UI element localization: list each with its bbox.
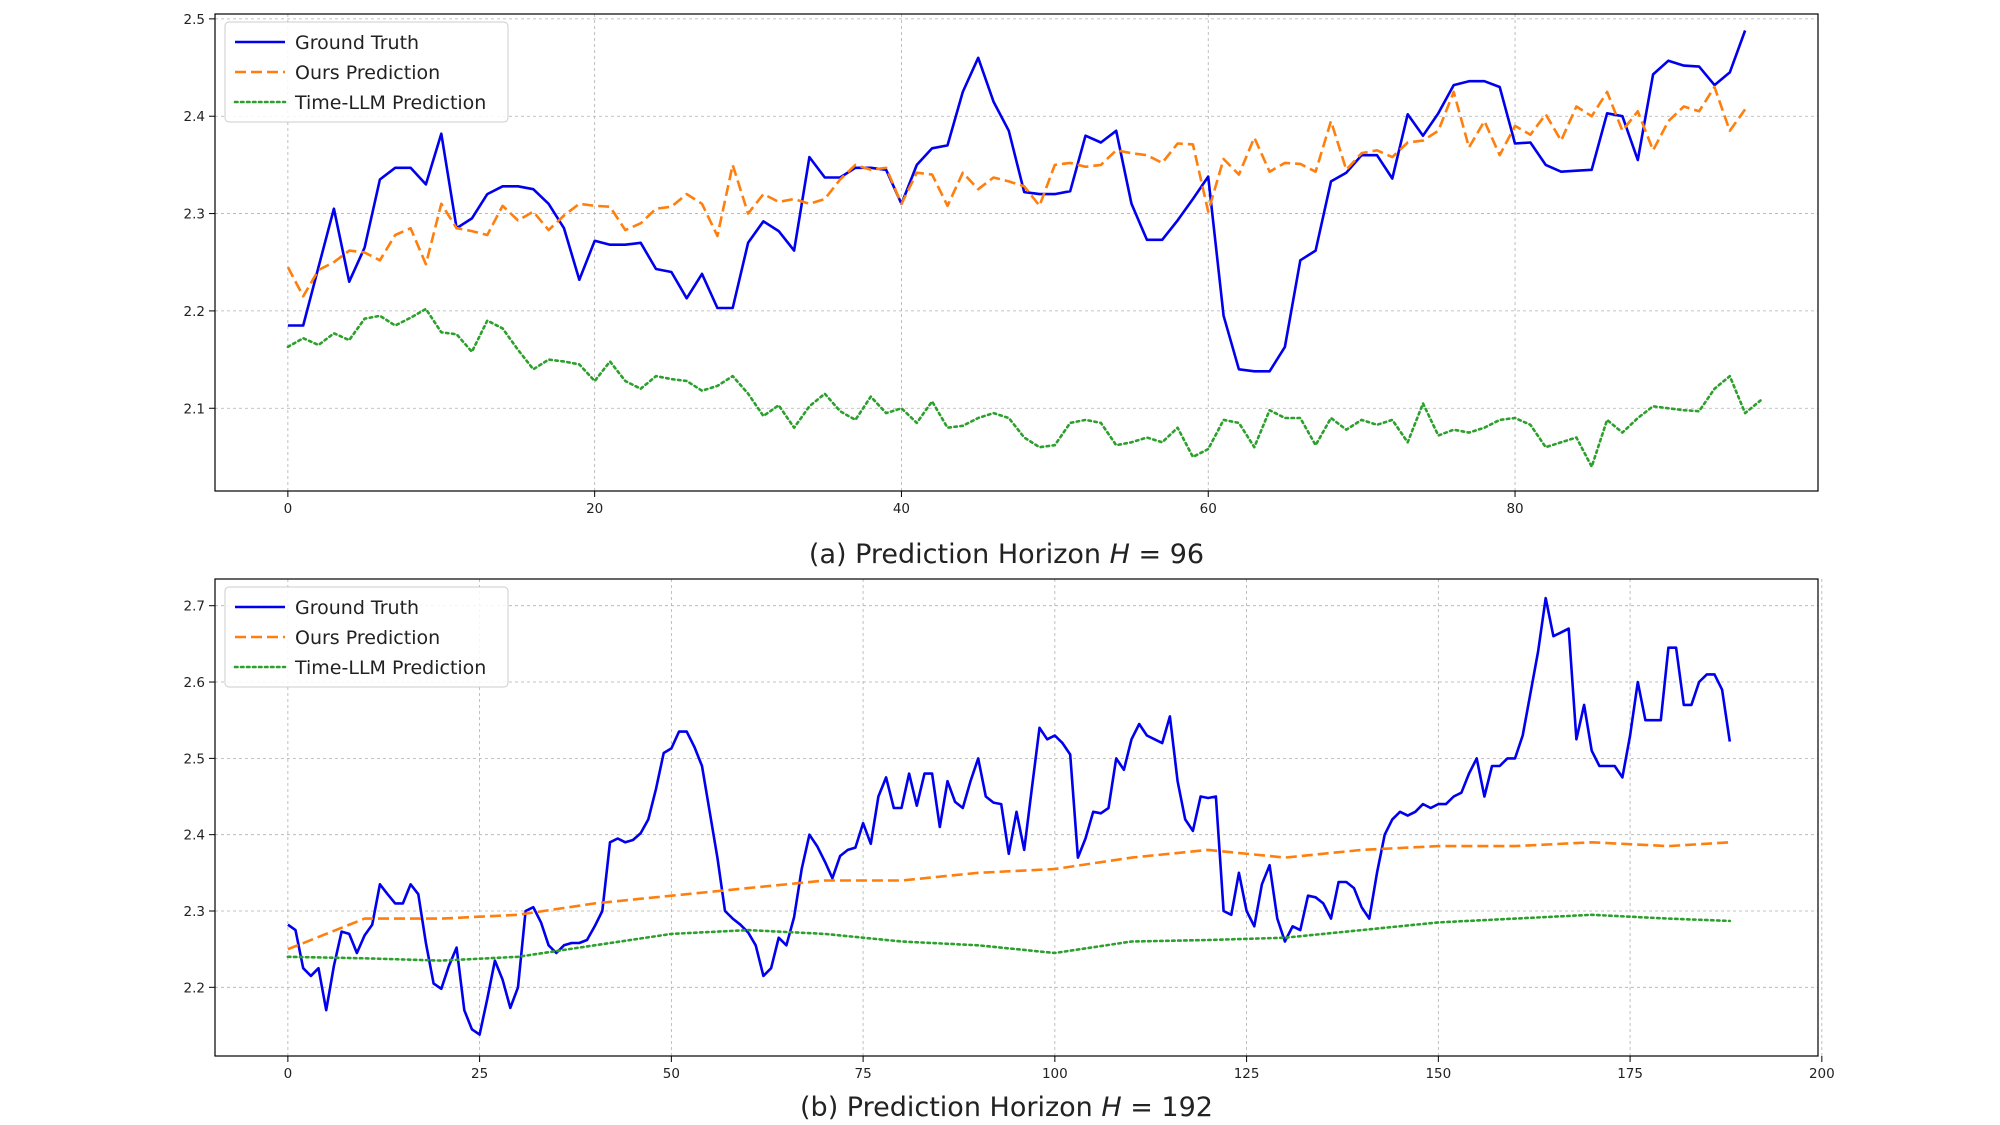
x-tick-label: 150 (1425, 1066, 1451, 1082)
x-tick-label: 75 (855, 1066, 872, 1082)
legend-box (224, 586, 509, 688)
legend-label: Time-LLM Prediction (294, 92, 486, 114)
caption-b: (b) Prediction Horizon H = 192 (800, 1092, 1213, 1123)
legend-b: Ground Truth Ours Prediction Time-LLM Pred… (224, 586, 509, 688)
ticks-a: 0 20 40 60 80 2.1 2.2 2.3 2.4 2.5 (184, 12, 1524, 517)
ticks-b: 0 25 50 75 100 125 150 175 200 2.2 2.3 2.4 2.5 2.6 2.7 (184, 599, 1835, 1082)
x-tick-label: 50 (663, 1066, 680, 1082)
series-layer-b (286, 596, 1732, 1036)
chart-panel-a: 0 20 40 60 80 2.1 2.2 2.3 2.4 2.5 Ground Truth Our… (184, 12, 1819, 570)
legend-a: Ground Truth Ours Prediction Time-LLM Pred… (224, 21, 509, 123)
x-tick-label: 175 (1617, 1066, 1643, 1082)
y-tick-label: 2.2 (184, 980, 205, 996)
y-tick-label: 2.6 (184, 675, 205, 691)
x-tick-label: 40 (893, 501, 910, 517)
x-tick-label: 100 (1042, 1066, 1068, 1082)
x-tick-label: 25 (471, 1066, 488, 1082)
y-tick-label: 2.5 (184, 751, 205, 767)
x-tick-label: 200 (1809, 1066, 1835, 1082)
y-tick-label: 2.4 (184, 828, 205, 844)
x-tick-label: 125 (1234, 1066, 1260, 1082)
y-tick-label: 2.5 (184, 12, 205, 28)
legend-label: Ground Truth (295, 32, 419, 54)
y-tick-label: 2.2 (184, 304, 205, 320)
axes-frame-b (214, 578, 1819, 1057)
series-line-time-llm-prediction (286, 913, 1732, 962)
series-line-ours-prediction (286, 85, 1747, 298)
y-tick-label: 2.1 (184, 401, 205, 417)
y-tick-label: 2.7 (184, 599, 205, 615)
series-line-ground-truth (287, 30, 1747, 373)
caption-a: (a) Prediction Horizon H = 96 (809, 539, 1204, 570)
y-tick-label: 2.3 (184, 904, 205, 920)
y-tick-label: 2.3 (184, 207, 205, 223)
series-layer-a (286, 30, 1762, 468)
series-line-ours-prediction (287, 841, 1730, 951)
x-tick-label: 80 (1506, 501, 1523, 517)
legend-label: Ours Prediction (295, 62, 440, 84)
x-tick-label: 0 (284, 501, 293, 517)
legend-label: Time-LLM Prediction (294, 657, 486, 679)
axes-frame-a (214, 13, 1819, 492)
grid-b (215, 579, 1823, 1056)
x-tick-label: 60 (1200, 501, 1217, 517)
series-line-ground-truth (287, 596, 1732, 1036)
y-tick-label: 2.4 (184, 109, 205, 125)
x-tick-label: 0 (284, 1066, 293, 1082)
chart-panel-b: 0 25 50 75 100 125 150 175 200 2.2 2.3 2.4 2.5 2.6 2.7… (184, 578, 1835, 1123)
legend-label: Ground Truth (295, 597, 419, 619)
legend-label: Ours Prediction (295, 627, 440, 649)
x-tick-label: 20 (586, 501, 603, 517)
legend-box (224, 21, 509, 123)
series-line-time-llm-prediction (286, 307, 1762, 468)
